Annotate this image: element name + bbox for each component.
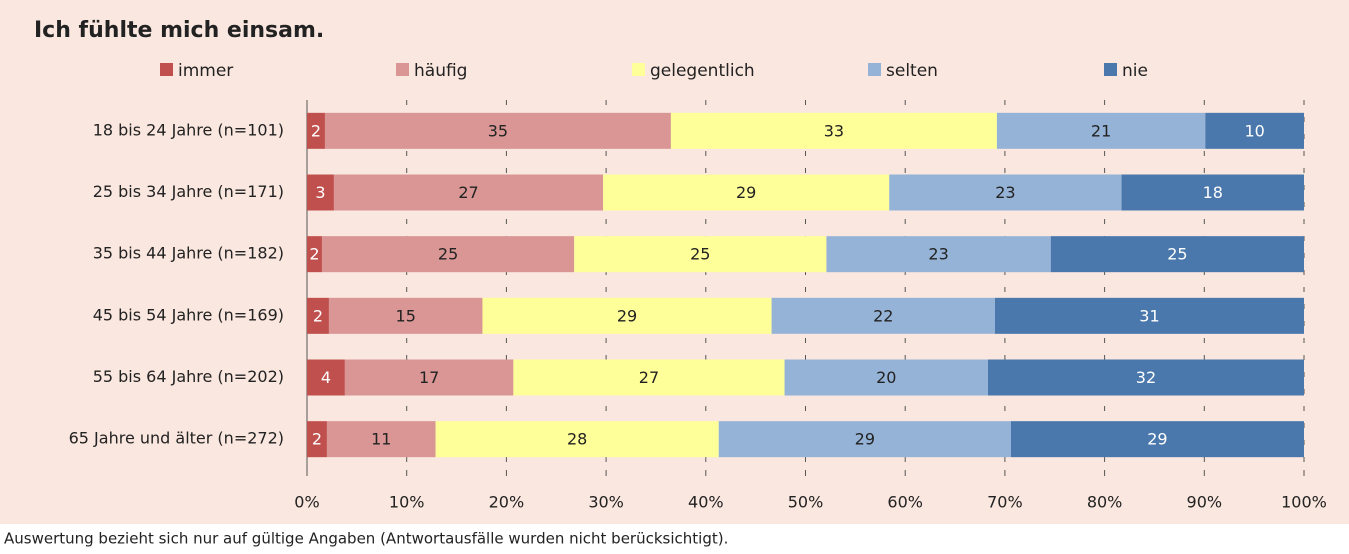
bar-segment (513, 359, 785, 396)
data-label: 28 (567, 430, 587, 449)
data-label: 27 (458, 183, 478, 202)
data-label: 2 (312, 430, 322, 449)
x-tick-label: 40% (688, 493, 724, 512)
bar-segment (670, 112, 997, 149)
legend-swatch (1104, 63, 1117, 76)
data-label: 25 (438, 245, 458, 264)
bar-segment (1205, 112, 1304, 149)
data-label: 3 (315, 183, 325, 202)
bar-segment (321, 236, 575, 273)
bar-segment (996, 112, 1206, 149)
legend-label: nie (1122, 61, 1148, 81)
bar-segment (333, 174, 604, 211)
y-tick-label: 45 bis 54 Jahre (n=169) (93, 305, 284, 324)
data-label: 27 (639, 368, 659, 387)
bar-segment (344, 359, 514, 396)
legend-swatch (160, 63, 173, 76)
data-label: 33 (824, 121, 844, 140)
bar-segment (784, 359, 988, 396)
legend-swatch (868, 63, 881, 76)
bar-segment (435, 421, 719, 458)
x-tick-label: 100% (1281, 493, 1327, 512)
bar-segment (307, 421, 327, 458)
x-tick-label: 60% (887, 493, 923, 512)
data-label: 17 (419, 368, 439, 387)
data-label: 22 (873, 306, 893, 325)
bar-segment (718, 421, 1011, 458)
legend-label: gelegentlich (650, 61, 755, 81)
bar-segment (987, 359, 1304, 396)
data-label: 25 (690, 245, 710, 264)
y-tick-label: 25 bis 34 Jahre (n=171) (93, 182, 284, 201)
data-label: 2 (313, 306, 323, 325)
bar-segment (771, 297, 995, 334)
bar-segment (326, 421, 436, 458)
data-label: 23 (995, 183, 1015, 202)
x-tick-label: 80% (1087, 493, 1123, 512)
x-tick-label: 20% (489, 493, 525, 512)
x-tick-label: 30% (588, 493, 624, 512)
legend-label: häufig (414, 61, 467, 81)
x-tick-label: 0% (294, 493, 319, 512)
data-label: 2 (309, 245, 319, 264)
bar-segment (482, 297, 772, 334)
y-tick-label: 65 Jahre und älter (n=272) (69, 429, 284, 448)
y-tick-label: 18 bis 24 Jahre (n=101) (93, 120, 284, 139)
bar-segment (889, 174, 1122, 211)
bar-segment (307, 359, 345, 396)
x-tick-label: 70% (987, 493, 1023, 512)
data-label: 29 (855, 430, 875, 449)
data-label: 29 (617, 306, 637, 325)
bar-segment (1010, 421, 1304, 458)
data-label: 4 (321, 368, 331, 387)
bar-segment (994, 297, 1304, 334)
bar-segment (328, 297, 483, 334)
bar-segment (307, 297, 329, 334)
data-label: 21 (1091, 121, 1111, 140)
data-label: 23 (928, 245, 948, 264)
data-label: 20 (876, 368, 896, 387)
data-label: 11 (371, 430, 391, 449)
legend-swatch (632, 63, 645, 76)
x-tick-label: 10% (389, 493, 425, 512)
data-label: 2 (311, 121, 321, 140)
bar-segment (307, 112, 325, 149)
bar-segment (324, 112, 671, 149)
bar-segment (574, 236, 827, 273)
footnote: Auswertung bezieht sich nur auf gültige … (4, 530, 728, 548)
y-tick-label: 35 bis 44 Jahre (n=182) (93, 244, 284, 263)
bar-segment (1050, 236, 1304, 273)
x-tick-label: 90% (1187, 493, 1223, 512)
legend-swatch (396, 63, 409, 76)
legend-label: selten (886, 61, 938, 81)
chart-title: Ich fühlte mich einsam. (34, 18, 324, 43)
bar-segment (307, 174, 334, 211)
y-tick-label: 55 bis 64 Jahre (n=202) (93, 367, 284, 386)
data-label: 18 (1203, 183, 1223, 202)
bar-segment (307, 236, 322, 273)
data-label: 15 (396, 306, 416, 325)
data-label: 25 (1167, 245, 1187, 264)
data-label: 29 (736, 183, 756, 202)
legend-label: immer (178, 61, 233, 81)
bar-segment (826, 236, 1051, 273)
bar-segment (1121, 174, 1304, 211)
bar-segment (603, 174, 890, 211)
data-label: 32 (1136, 368, 1156, 387)
data-label: 10 (1244, 121, 1264, 140)
data-label: 35 (488, 121, 508, 140)
data-label: 29 (1147, 430, 1167, 449)
x-tick-label: 50% (788, 493, 824, 512)
data-label: 31 (1139, 306, 1159, 325)
